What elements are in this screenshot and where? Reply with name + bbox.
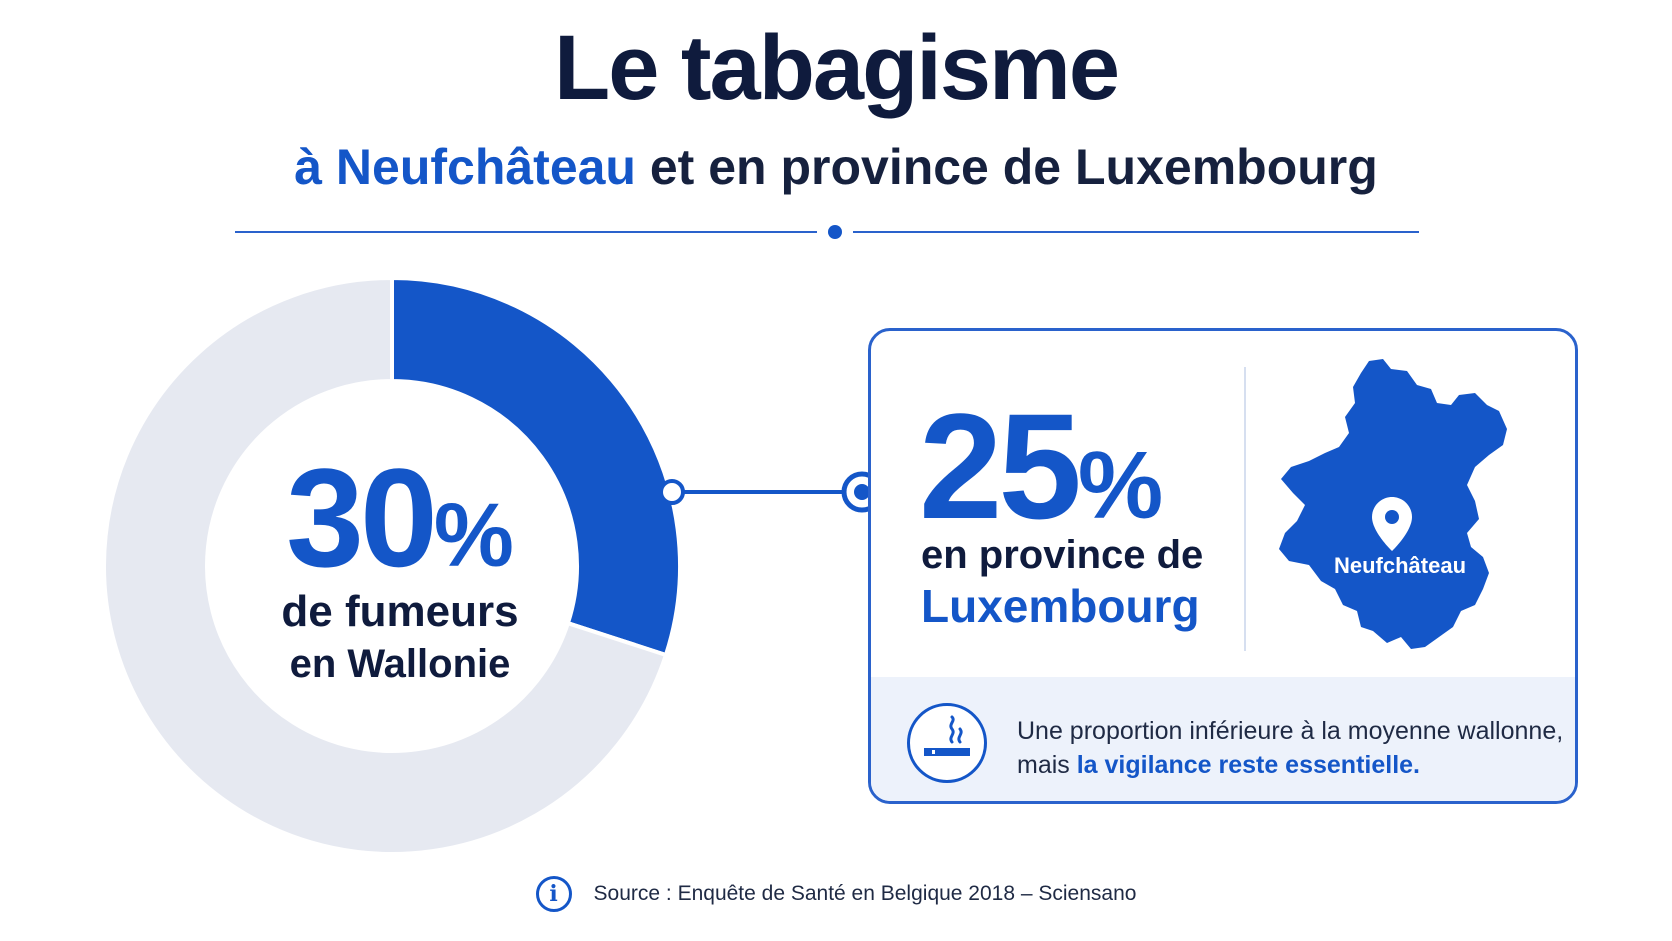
connector-start-dot bbox=[659, 479, 685, 505]
donut-value: 30% bbox=[200, 448, 600, 588]
donut-slice-0 bbox=[390, 275, 682, 658]
cigarette-icon bbox=[907, 703, 987, 783]
card-note: Une proportion inférieure à la moyenne w… bbox=[1017, 715, 1563, 783]
card-separator bbox=[1244, 367, 1246, 651]
card-note-panel bbox=[871, 677, 1575, 801]
subtitle-accent: à Neufchâteau bbox=[294, 139, 636, 195]
connector bbox=[659, 471, 883, 513]
note-prefix: mais bbox=[1017, 750, 1077, 779]
card-label-line1: en province de bbox=[921, 533, 1204, 577]
donut-label-line2: en Wallonie bbox=[289, 642, 511, 686]
note-strong: la vigilance reste essentielle. bbox=[1076, 750, 1420, 779]
card-value-number: 25 bbox=[919, 382, 1082, 550]
note-line2: mais la vigilance reste essentielle. bbox=[1017, 749, 1563, 783]
card-value-pct: % bbox=[1077, 432, 1164, 539]
donut-label-line1: de fumeurs bbox=[281, 587, 519, 636]
source-footer: i Source : Enquête de Santé en Belgique 2… bbox=[0, 876, 1672, 912]
map-pin-hole bbox=[1385, 510, 1399, 524]
card-value: 25% bbox=[919, 391, 1163, 541]
donut-slice-1 bbox=[102, 275, 669, 856]
page-subtitle: à Neufchâteau et en province de Luxembou… bbox=[0, 140, 1672, 195]
donut-value-number: 30 bbox=[286, 439, 438, 596]
divider-right bbox=[853, 231, 1419, 233]
donut-value-pct: % bbox=[433, 486, 514, 586]
card-label-line2: Luxembourg bbox=[921, 580, 1200, 632]
divider-dot bbox=[828, 225, 842, 239]
donut-chart bbox=[102, 275, 682, 856]
subtitle-rest: et en province de Luxembourg bbox=[635, 139, 1378, 195]
map-label: Neufchâteau bbox=[1333, 553, 1467, 578]
divider-left bbox=[235, 231, 817, 233]
note-line1: Une proportion inférieure à la moyenne w… bbox=[1017, 717, 1564, 745]
page-title: Le tabagisme bbox=[554, 17, 1120, 119]
luxembourg-province-map bbox=[1279, 359, 1507, 649]
luxembourg-card: 25% en province de Luxembourg Neufchâtea… bbox=[868, 328, 1578, 804]
info-icon[interactable]: i bbox=[535, 876, 572, 912]
source-text: Source : Enquête de Santé en Belgique 20… bbox=[593, 882, 1137, 905]
connector-end-dot bbox=[854, 484, 870, 500]
